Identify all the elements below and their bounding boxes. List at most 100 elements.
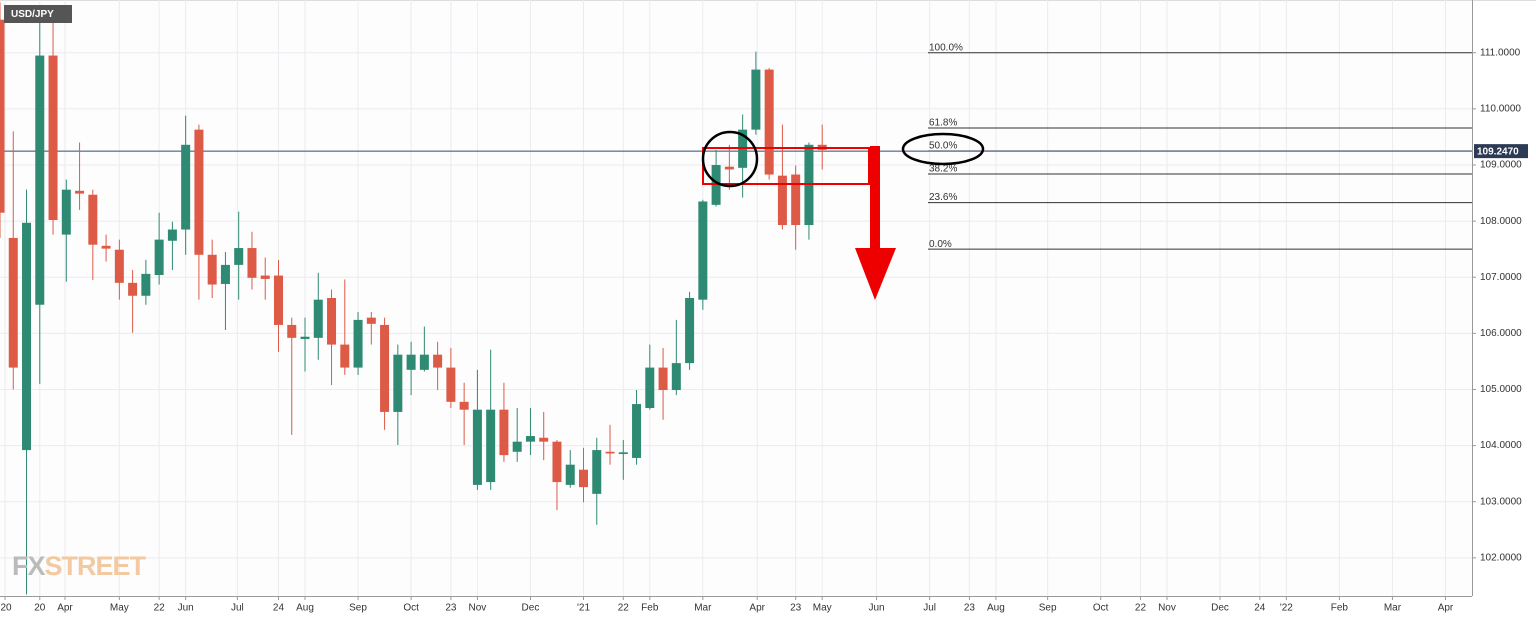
candle-body <box>791 174 801 226</box>
candle-body <box>287 324 297 338</box>
x-tick-label: Jul <box>923 603 936 614</box>
candle-body <box>499 409 509 456</box>
watermark-street: STREET <box>45 551 147 581</box>
x-tick-label: '21 <box>577 603 590 614</box>
chart-title: USD/JPY <box>11 9 54 20</box>
x-tick-label: Jun <box>178 603 194 614</box>
circle-marker <box>701 130 759 188</box>
candle-body <box>181 144 191 230</box>
x-tick-label: 24 <box>273 603 285 614</box>
candle-body <box>366 317 376 324</box>
fib-label: 50.0% <box>929 141 957 152</box>
y-tick-label: 103.0000 <box>1480 496 1522 507</box>
y-tick-label: 102.0000 <box>1480 552 1522 563</box>
x-tick-label: 22 <box>1135 603 1147 614</box>
candle-body <box>48 55 58 220</box>
current-price-label: 109.2470 <box>1477 146 1519 157</box>
candle-body <box>141 273 151 296</box>
fib-label: 38.2% <box>929 164 957 175</box>
y-tick-label: 110.0000 <box>1480 104 1521 115</box>
title-box <box>4 5 72 23</box>
current-price-tag <box>1474 144 1528 159</box>
candle-body <box>22 222 32 451</box>
x-tick-label: 23 <box>790 603 802 614</box>
y-tick-label: 107.0000 <box>1480 272 1522 283</box>
x-tick-label: '22 <box>1280 603 1293 614</box>
candle-body <box>685 298 695 364</box>
candle-body <box>154 239 164 275</box>
x-tick-label: Apr <box>1438 603 1454 614</box>
candle-body <box>128 282 138 296</box>
candle-body <box>419 354 429 370</box>
x-tick-label: May <box>813 603 832 614</box>
candle-body <box>75 190 85 194</box>
candle-body <box>592 450 602 494</box>
x-tick-label: 22 <box>618 603 630 614</box>
x-tick-label: Jun <box>869 603 885 614</box>
y-tick-label: 106.0000 <box>1480 328 1522 339</box>
candle-body <box>234 248 244 265</box>
x-tick-label: Aug <box>296 603 314 614</box>
candle-body <box>207 254 217 285</box>
candle-body <box>512 441 522 452</box>
drawings <box>701 130 985 300</box>
y-tick-label: 111.0000 <box>1480 47 1521 58</box>
ellipse-marker <box>901 132 985 166</box>
candle-body <box>565 464 575 485</box>
x-tick-label: '20 <box>0 603 12 614</box>
x-tick-label: Sep <box>349 603 367 614</box>
candle-body <box>353 319 363 368</box>
candle-body <box>751 69 761 130</box>
x-tick-label: Feb <box>641 603 659 614</box>
candle-body <box>605 451 615 454</box>
candle-body <box>88 194 98 245</box>
x-tick-label: Dec <box>522 603 540 614</box>
x-tick-label: Mar <box>1384 603 1402 614</box>
x-tick-label: Feb <box>1331 603 1349 614</box>
x-tick-label: Apr <box>57 603 73 614</box>
candle-body <box>632 404 642 458</box>
x-tick-label: 23 <box>445 603 457 614</box>
candle-body <box>35 55 45 305</box>
y-tick-label: 104.0000 <box>1480 440 1522 451</box>
candle-body <box>300 336 310 339</box>
x-tick-label: Sep <box>1039 603 1057 614</box>
candle-body <box>446 367 456 402</box>
x-tick-label: Jul <box>231 603 244 614</box>
candle-body <box>0 19 5 213</box>
candle-body <box>618 452 628 455</box>
candle-body <box>167 229 177 241</box>
arrow-head <box>855 248 896 300</box>
x-tick-label: 23 <box>964 603 976 614</box>
y-tick-label: 105.0000 <box>1480 384 1522 395</box>
plot-background <box>0 0 1472 596</box>
fib-label: 100.0% <box>929 42 963 53</box>
axes: 102.0000 103.0000 104.0000 105.0000 106.0000… <box>0 47 1528 614</box>
x-tick-label: Mar <box>694 603 712 614</box>
y-tick-label: 109.0000 <box>1480 160 1522 171</box>
x-tick-label: Apr <box>749 603 765 614</box>
y-tick-label: 108.0000 <box>1480 216 1522 227</box>
candle-body <box>406 354 416 370</box>
candle-body <box>698 201 708 300</box>
candle-body <box>61 189 71 235</box>
x-tick-label: May <box>110 603 129 614</box>
candle-body <box>327 298 337 345</box>
candle-body <box>220 264 230 284</box>
candle-body <box>539 437 549 442</box>
candle-body <box>486 409 496 483</box>
candle-body <box>247 248 257 278</box>
candle-body <box>260 275 270 279</box>
fibonacci: 100.0% 61.8% 50.0% 38.2% 23.6% 0.0% <box>0 42 1472 250</box>
x-tick-label: Oct <box>403 603 419 614</box>
candle-body <box>552 441 562 483</box>
x-tick-label: Nov <box>469 603 487 614</box>
candle-body <box>459 401 469 410</box>
candle-body <box>273 275 283 325</box>
x-tick-label: 24 <box>1254 603 1266 614</box>
candle-body <box>101 245 111 249</box>
candle-body <box>8 237 18 368</box>
x-tick-label: Dec <box>1211 603 1229 614</box>
watermark: FXSTREET <box>12 551 147 581</box>
candle-body <box>658 367 668 391</box>
